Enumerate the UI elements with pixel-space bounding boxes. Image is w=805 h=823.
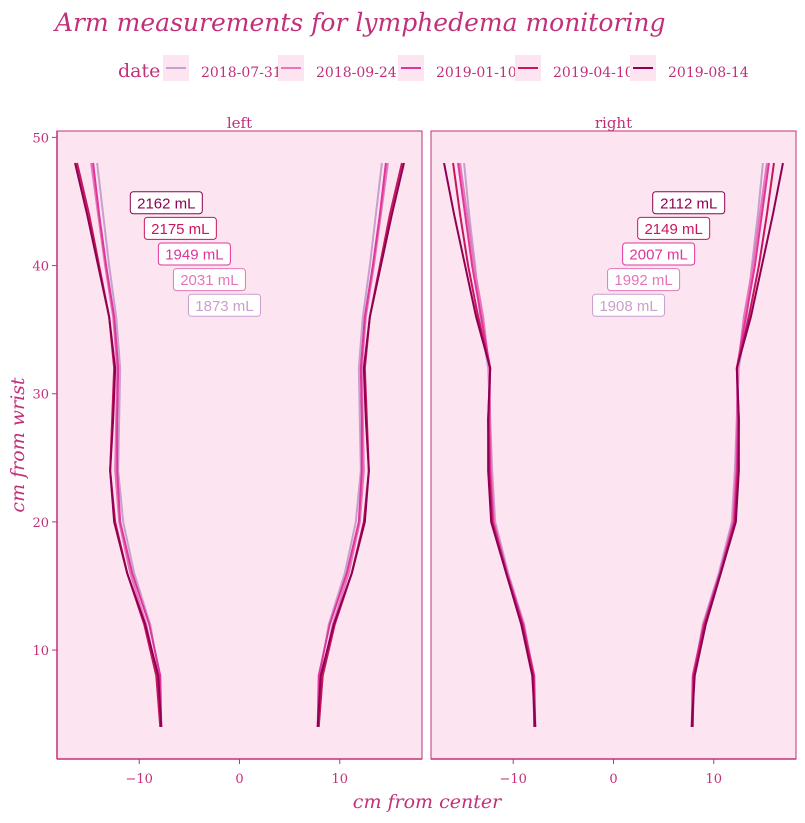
volume-label: 2149 mL bbox=[644, 221, 702, 238]
volume-label: 2031 mL bbox=[180, 272, 238, 289]
x-tick-label: 10 bbox=[332, 772, 349, 787]
y-tick-label: 40 bbox=[32, 260, 49, 275]
y-tick-label: 50 bbox=[32, 131, 49, 146]
legend-label: 2019-08-14 bbox=[668, 65, 749, 81]
panel-background bbox=[430, 130, 797, 760]
volume-label: 1992 mL bbox=[614, 272, 672, 289]
legend-label: 2019-01-10 bbox=[436, 65, 517, 81]
x-tick-label: −10 bbox=[126, 772, 153, 787]
legend: date 2018-07-31 2018-09-24 2019-01-10 2019-… bbox=[118, 55, 749, 82]
volume-label: 1908 mL bbox=[599, 298, 657, 315]
volume-label-box bbox=[129, 191, 203, 215]
x-tick-label: 0 bbox=[609, 772, 617, 787]
legend-title: date bbox=[118, 60, 160, 82]
volume-label-box bbox=[143, 216, 217, 240]
volume-label-box bbox=[652, 191, 726, 215]
y-tick-label: 30 bbox=[32, 388, 49, 403]
volume-label-box bbox=[172, 268, 246, 292]
volume-label: 1873 mL bbox=[195, 298, 253, 315]
x-tick-label: 10 bbox=[706, 772, 723, 787]
volume-label-box bbox=[157, 242, 231, 266]
series-line-2019-01-10-outer bbox=[316, 162, 387, 727]
facet-strip-label: right bbox=[595, 114, 632, 132]
volume-label-box bbox=[622, 242, 696, 266]
volume-label-box bbox=[592, 293, 666, 317]
legend-label: 2018-09-24 bbox=[316, 65, 397, 81]
x-tick-label: −10 bbox=[500, 772, 527, 787]
panel-right: right −10 0 10 2112 mL 2149 mL 2007 mL 1992 mL 1… bbox=[430, 114, 797, 787]
chart-title: Arm measurements for lymphedema monitori… bbox=[53, 8, 665, 37]
y-tick-label: 10 bbox=[32, 644, 49, 659]
series-line-2019-08-14-outer bbox=[316, 162, 405, 728]
volume-label-box bbox=[607, 268, 681, 292]
volume-label: 2112 mL bbox=[660, 195, 717, 212]
y-tick-label: 20 bbox=[32, 516, 49, 531]
volume-label: 2007 mL bbox=[629, 247, 687, 264]
facet-strip-label: left bbox=[227, 114, 252, 132]
series-line-2019-08-14-inner bbox=[443, 162, 537, 728]
volume-label: 2175 mL bbox=[151, 221, 209, 238]
series-line-2019-08-14-inner bbox=[74, 162, 163, 728]
x-axis-title: cm from center bbox=[353, 791, 503, 813]
y-axis-title: cm from wrist bbox=[7, 377, 29, 512]
panel-left: left −10 0 10 10 20 30 40 50 2162 mL 2175 mL 1949 m… bbox=[32, 114, 423, 787]
legend-label: 2018-07-31 bbox=[201, 65, 282, 81]
series-line-2019-01-10-inner bbox=[92, 162, 163, 727]
legend-label: 2019-04-10 bbox=[553, 65, 634, 81]
volume-label-box bbox=[187, 293, 261, 317]
volume-label: 1949 mL bbox=[165, 247, 223, 264]
series-line-2019-08-14-outer bbox=[690, 162, 784, 728]
volume-label: 2162 mL bbox=[137, 195, 195, 212]
x-tick-label: 0 bbox=[235, 772, 243, 787]
facet-panels: left −10 0 10 10 20 30 40 50 2162 mL 2175 mL 1949 m… bbox=[32, 114, 797, 787]
volume-label-box bbox=[637, 216, 711, 240]
